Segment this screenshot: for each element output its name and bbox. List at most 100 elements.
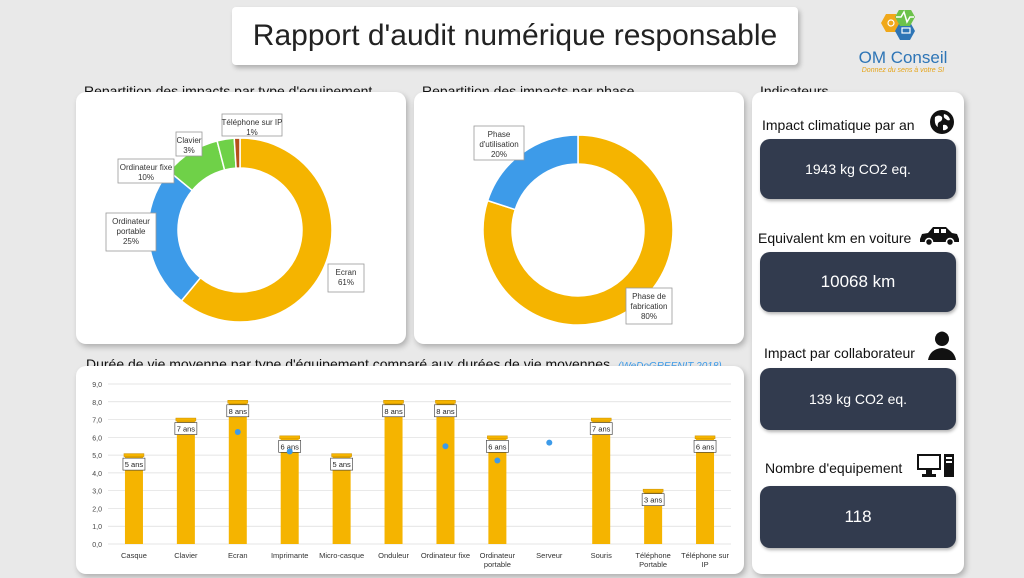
x-tick-label: Souris <box>591 551 613 560</box>
computer-icon <box>917 454 954 477</box>
svg-text:6 ans: 6 ans <box>281 442 300 451</box>
bar-clavier <box>176 419 195 544</box>
x-tick-label: Ecran <box>228 551 248 560</box>
bar-cap <box>590 417 612 422</box>
report-title-box: Rapport d'audit numérique responsable <box>232 7 798 65</box>
svg-text:8 ans: 8 ans <box>384 407 403 416</box>
logo-emblem-icon <box>881 8 915 40</box>
bar-cap <box>435 400 456 404</box>
bar-data-label: 5 ans <box>330 457 353 471</box>
bar-data-label: 7 ans <box>174 422 198 435</box>
bar-data-label: 8 ans <box>382 404 405 418</box>
indicator-label-climate: Impact climatique par an <box>762 117 915 133</box>
x-tick-label: Serveur <box>536 551 563 560</box>
bar-ordinateur-portable <box>488 437 507 544</box>
svg-text:61%: 61% <box>338 278 354 287</box>
svg-text:10%: 10% <box>138 173 154 182</box>
bar-cap <box>487 435 508 440</box>
bar-data-label: 6 ans <box>486 440 509 453</box>
svg-text:d'utilisation: d'utilisation <box>479 140 518 149</box>
svg-text:7 ans: 7 ans <box>592 425 611 434</box>
slice-label-telephone-sur-ip: Téléphone sur IP1% <box>222 113 283 137</box>
reference-point <box>546 439 553 446</box>
bar-data-label: 3 ans <box>641 493 665 506</box>
y-tick-label: 7,0 <box>92 418 102 425</box>
logo-name: OM Conseil <box>858 48 948 67</box>
svg-text:3 ans: 3 ans <box>644 496 663 505</box>
indicator-label-person: Impact par collaborateur <box>764 345 915 361</box>
slice-ecran <box>180 137 333 323</box>
indicator-value-climate: 1943 kg CO2 eq. <box>805 161 911 177</box>
slice-phase-d-utilisation <box>486 134 579 211</box>
om-conseil-logo: OM Conseil Donnez du sens à votre SI <box>838 8 968 80</box>
logo-tagline: Donnez du sens à votre SI <box>861 67 945 74</box>
svg-text:5 ans: 5 ans <box>332 460 351 469</box>
svg-text:8 ans: 8 ans <box>436 407 455 416</box>
bar-data-label: 7 ans <box>589 422 613 435</box>
indicator-box-car: 10068 km <box>760 252 956 312</box>
indicator-value-car: 10068 km <box>820 272 896 291</box>
x-tick-label: portable <box>484 560 511 569</box>
bar-telephone-sur-ip <box>696 437 715 544</box>
person-icon <box>928 331 956 360</box>
x-tick-label: IP <box>701 560 708 569</box>
x-tick-label: Ordinateur fixe <box>421 551 470 560</box>
x-tick-label: Ordinateur <box>480 551 516 560</box>
x-tick-label: Onduleur <box>378 551 409 560</box>
bar-data-label: 8 ans <box>434 404 457 418</box>
slice-telephone-sur-ip <box>233 137 241 169</box>
bar-cap <box>642 488 664 493</box>
bar-souris <box>592 419 611 544</box>
svg-text:Phase de: Phase de <box>632 292 666 301</box>
bar-data-label: 5 ans <box>122 457 146 471</box>
indicator-label-car: Equivalent km en voiture <box>758 230 912 246</box>
report-title: Rapport d'audit numérique responsable <box>252 19 778 52</box>
indicator-box-person: 139 kg CO2 eq. <box>760 368 956 430</box>
donut1-card: Ecran 61% Ordinateur portable 25% Ordinateur … <box>76 92 406 344</box>
bar-onduleur <box>384 401 403 544</box>
reference-point <box>494 457 501 464</box>
svg-text:8 ans: 8 ans <box>229 407 248 416</box>
bar-ordinateur-fixe <box>436 401 455 544</box>
svg-text:1%: 1% <box>246 128 258 137</box>
svg-text:25%: 25% <box>123 237 139 246</box>
y-tick-label: 5,0 <box>92 453 102 460</box>
svg-text:6 ans: 6 ans <box>488 442 507 451</box>
indicator-value-person: 139 kg CO2 eq. <box>808 391 908 407</box>
bar-ecran <box>228 401 247 544</box>
x-tick-label: Micro-casque <box>319 551 364 560</box>
x-tick-label: Casque <box>121 551 147 560</box>
bar-casque <box>124 455 143 544</box>
y-tick-label: 3,0 <box>92 489 102 496</box>
bar-cap <box>227 400 249 404</box>
x-tick-label: Téléphone <box>635 551 670 560</box>
x-tick-label: Téléphone sur <box>681 551 729 560</box>
globe-icon <box>930 110 954 134</box>
y-tick-label: 1,0 <box>92 524 102 531</box>
svg-text:Phase: Phase <box>488 130 511 139</box>
bar-cap <box>331 453 352 457</box>
svg-text:3%: 3% <box>183 146 195 155</box>
bar-cap <box>123 453 145 457</box>
indicator-label-equipment: Nombre d'equipement <box>765 460 903 476</box>
bar-imprimante <box>280 437 299 544</box>
indicator-box-equipment: 118 <box>760 486 956 548</box>
svg-text:80%: 80% <box>641 312 657 321</box>
y-tick-label: 6,0 <box>92 435 102 442</box>
y-tick-label: 9,0 <box>92 382 102 389</box>
bar-data-label: 8 ans <box>226 404 250 418</box>
svg-text:7 ans: 7 ans <box>177 425 196 434</box>
bar-cap <box>279 435 300 440</box>
svg-text:Ordinateur: Ordinateur <box>112 217 150 226</box>
indicator-box-climate: 1943 kg CO2 eq. <box>760 139 956 199</box>
indicator-value-equipment: 118 <box>844 507 872 526</box>
svg-text:Ordinateur fixe: Ordinateur fixe <box>120 163 173 172</box>
x-tick-label: Clavier <box>174 551 198 560</box>
svg-text:Téléphone sur IP: Téléphone sur IP <box>222 118 283 127</box>
y-tick-label: 2,0 <box>92 506 102 513</box>
